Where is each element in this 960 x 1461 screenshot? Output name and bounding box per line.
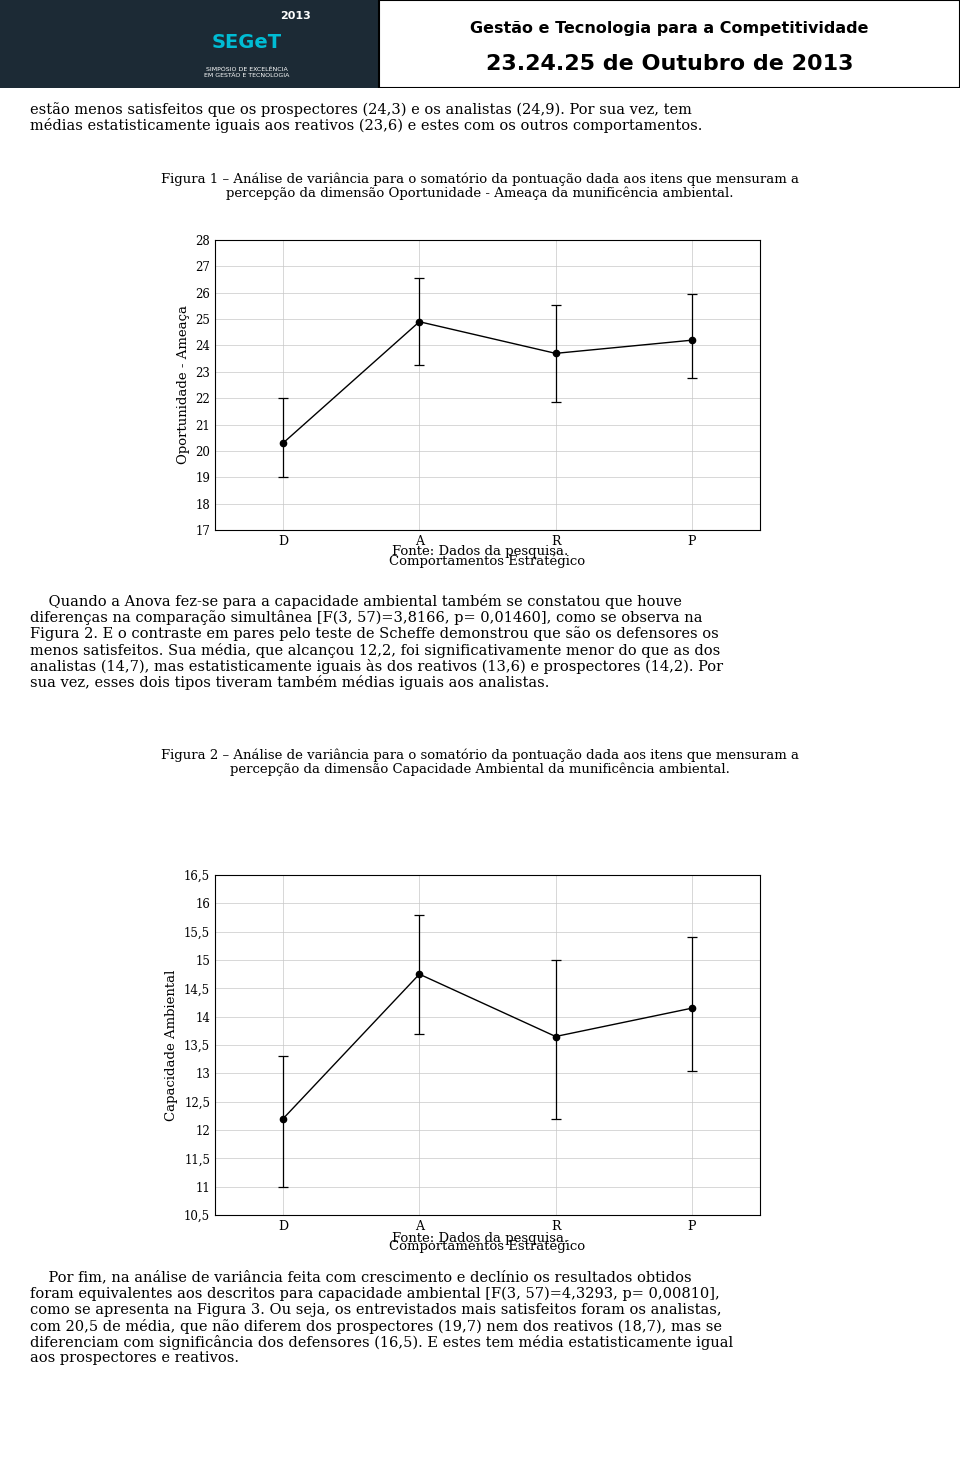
Text: Quando a Anova fez-se para a capacidade ambiental também se constatou que houve: Quando a Anova fez-se para a capacidade … [30,595,682,609]
Text: Gestão e Tecnologia para a Competitividade: Gestão e Tecnologia para a Competitivida… [470,20,869,35]
Bar [0,0,379,88]
Text: diferenciam com significância dos defensores (16,5). E estes tem média estatisti: diferenciam com significância dos defens… [30,1335,733,1350]
Text: percepção da dimensão Oportunidade - Ameaça da munificência ambiental.: percepção da dimensão Oportunidade - Ame… [227,187,733,200]
Text: Figura 2. E o contraste em pares pelo teste de Scheffe demonstrou que são os def: Figura 2. E o contraste em pares pelo te… [30,627,719,641]
Text: percepção da dimensão Capacidade Ambiental da munificência ambiental.: percepção da dimensão Capacidade Ambient… [230,763,730,776]
Bar [379,0,960,88]
Text: Figura 2 – Análise de variância para o somatório da pontuação dada aos itens que: Figura 2 – Análise de variância para o s… [161,748,799,761]
Text: 23.24.25 de Outubro de 2013: 23.24.25 de Outubro de 2013 [486,54,853,75]
Text: menos satisfeitos. Sua média, que alcançou 12,2, foi significativamente menor do: menos satisfeitos. Sua média, que alcanç… [30,643,720,657]
Text: diferenças na comparação simultânea [F(3, 57)=3,8166, p= 0,01460], como se obser: diferenças na comparação simultânea [F(3… [30,611,703,625]
X-axis label: Comportamentos Estratégico: Comportamentos Estratégico [390,1240,586,1254]
Y-axis label: Oportunidade - Ameaça: Oportunidade - Ameaça [177,305,190,465]
Text: Figura 1 – Análise de variância para o somatório da pontuação dada aos itens que: Figura 1 – Análise de variância para o s… [161,172,799,186]
Text: estão menos satisfeitos que os prospectores (24,3) e os analistas (24,9). Por su: estão menos satisfeitos que os prospecto… [30,102,692,117]
Text: como se apresenta na Figura 3. Ou seja, os entrevistados mais satisfeitos foram : como se apresenta na Figura 3. Ou seja, … [30,1303,722,1316]
Text: sua vez, esses dois tipos tiveram também médias iguais aos analistas.: sua vez, esses dois tipos tiveram também… [30,675,549,691]
Text: foram equivalentes aos descritos para capacidade ambiental [F(3, 57)=4,3293, p= : foram equivalentes aos descritos para ca… [30,1286,720,1300]
X-axis label: Comportamentos Estratégico: Comportamentos Estratégico [390,555,586,568]
Text: analistas (14,7), mas estatisticamente iguais às dos reativos (13,6) e prospecto: analistas (14,7), mas estatisticamente i… [30,659,723,674]
Text: com 20,5 de média, que não diferem dos prospectores (19,7) nem dos reativos (18,: com 20,5 de média, que não diferem dos p… [30,1319,722,1334]
Text: SEGeT: SEGeT [211,32,281,51]
Text: SIMPÓSIO DE EXCELÊNCIA
EM GESTÃO E TECNOLOGIA: SIMPÓSIO DE EXCELÊNCIA EM GESTÃO E TECNO… [204,67,289,77]
Y-axis label: Capacidade Ambiental: Capacidade Ambiental [165,969,179,1121]
Text: Por fim, na análise de variância feita com crescimento e declínio os resultados : Por fim, na análise de variância feita c… [30,1270,691,1284]
Text: Fonte: Dados da pesquisa.: Fonte: Dados da pesquisa. [392,1232,568,1245]
Text: aos prospectores e reativos.: aos prospectores e reativos. [30,1351,239,1366]
Text: Fonte: Dados da pesquisa.: Fonte: Dados da pesquisa. [392,545,568,558]
Text: 2013: 2013 [280,10,311,20]
Text: médias estatisticamente iguais aos reativos (23,6) e estes com os outros comport: médias estatisticamente iguais aos reati… [30,118,703,133]
